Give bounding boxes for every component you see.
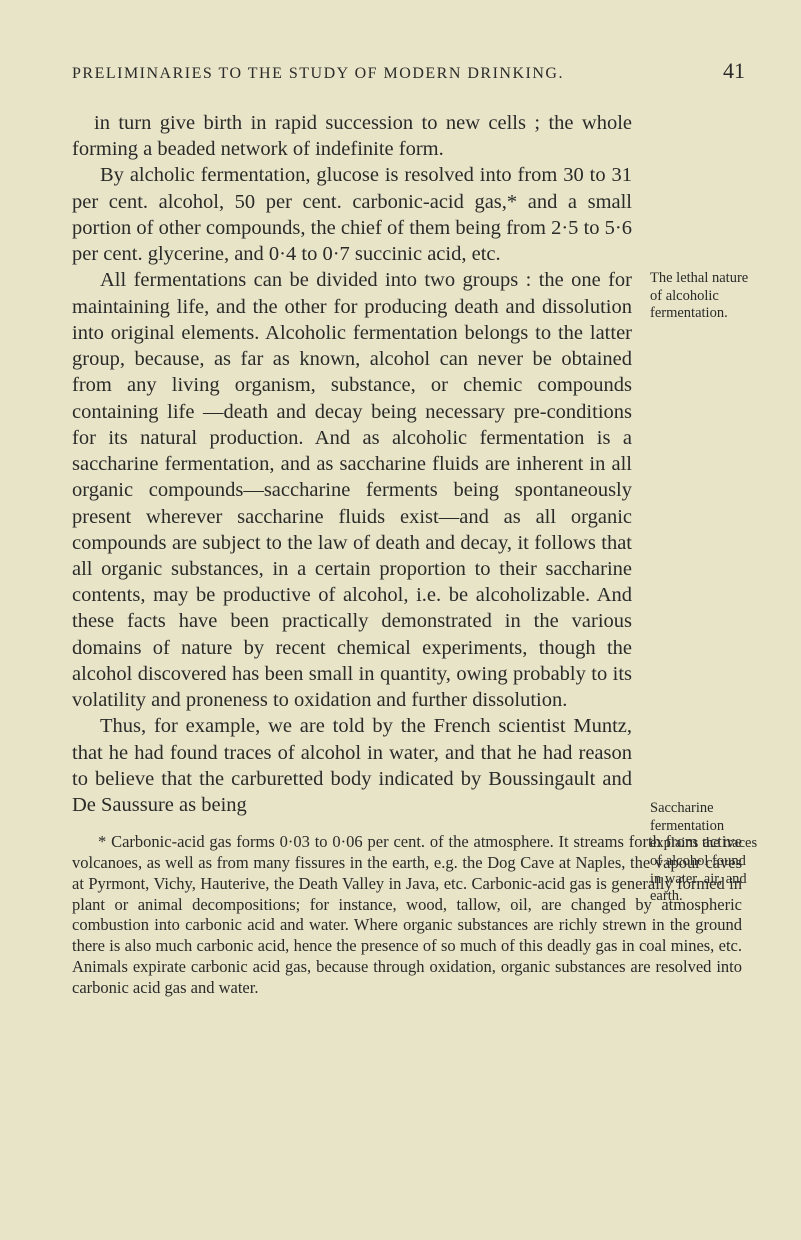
paragraph-2: By alcholic fermentation, glucose is res… (72, 162, 632, 267)
running-head: PRELIMINARIES TO THE STUDY OF MODERN DRI… (72, 65, 564, 83)
footnote: * Carbonic-acid gas forms 0·03 to 0·06 p… (72, 832, 742, 998)
content-area: The lethal nature of alcoholic fermenta­… (72, 110, 745, 999)
margin-note-saccharine: Saccharine fermenta­tion explains the tr… (650, 800, 758, 906)
paragraph-3: All fermentations can be divided into tw… (72, 267, 632, 713)
body-text: in turn give birth in rapid succession t… (72, 110, 632, 818)
page-header: PRELIMINARIES TO THE STUDY OF MODERN DRI… (72, 58, 745, 84)
margin-note-lethal: The lethal nature of alcoholic fermenta­… (650, 270, 758, 323)
paragraph-1: in turn give birth in rapid succession t… (72, 110, 632, 162)
paragraph-4: Thus, for example, we are told by the Fr… (72, 713, 632, 818)
page-number: 41 (723, 58, 745, 84)
